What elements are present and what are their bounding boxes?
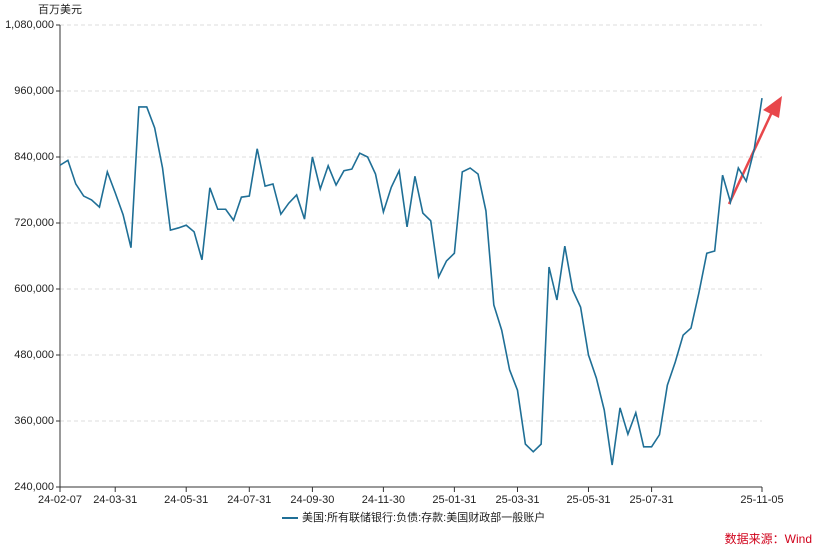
y-tick-label: 960,000 [14, 85, 54, 97]
x-tick-label: 25-11-05 [740, 494, 783, 506]
x-tick-label: 25-07-31 [630, 494, 674, 506]
x-tick-label: 25-03-31 [495, 494, 539, 506]
y-tick-label: 360,000 [14, 415, 54, 427]
trend-arrow [727, 96, 782, 205]
x-tick-label: 24-03-31 [93, 494, 137, 506]
x-tick-label: 24-11-30 [362, 494, 405, 506]
y-tick-label: 240,000 [14, 481, 54, 493]
x-tick-label: 25-01-31 [432, 494, 476, 506]
x-tick-label: 24-07-31 [227, 494, 271, 506]
y-axis-unit: 百万美元 [38, 3, 82, 16]
data-line [59, 98, 763, 466]
y-tick-label: 720,000 [14, 217, 54, 229]
x-tick-label: 24-02-07 [38, 494, 82, 506]
y-tick-label: 1,080,000 [5, 19, 54, 31]
legend-label: 美国:所有联储银行:负债:存款:美国财政部一般账户 [302, 510, 545, 524]
x-tick-label: 24-05-31 [164, 494, 208, 506]
y-tick-label: 840,000 [14, 151, 54, 163]
y-tick-label: 600,000 [14, 283, 54, 295]
x-tick-label: 25-05-31 [566, 494, 610, 506]
y-tick-label: 480,000 [14, 349, 54, 361]
source: 数据来源：Wind [725, 531, 812, 546]
x-tick-label: 24-09-30 [290, 494, 334, 506]
